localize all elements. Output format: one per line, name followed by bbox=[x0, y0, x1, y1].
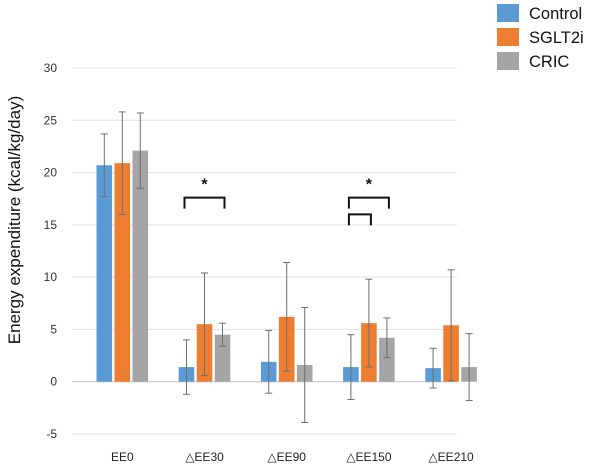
y-axis-label: Energy expenditure (kcal/kg/day) bbox=[5, 96, 24, 345]
x-category-labels: EE0 △EE30 △EE90 △EE150 △EE210 bbox=[111, 450, 474, 464]
bars bbox=[96, 150, 477, 382]
legend-swatch-control bbox=[497, 4, 519, 22]
x-category-label: △EE30 bbox=[185, 450, 224, 464]
y-tick-label: 25 bbox=[44, 113, 58, 127]
bar-cric bbox=[132, 150, 149, 382]
legend-swatch-cric bbox=[497, 52, 519, 70]
y-tick-label: 0 bbox=[50, 375, 57, 389]
significance-bracket bbox=[347, 213, 372, 226]
x-category-label: △EE150 bbox=[346, 450, 392, 464]
bar-cric bbox=[214, 334, 231, 382]
significance-star: * bbox=[201, 177, 208, 194]
legend-label-control: Control bbox=[529, 5, 582, 23]
significance-brackets: * * bbox=[183, 177, 390, 226]
bar-control bbox=[96, 165, 113, 382]
bar-sglt2i bbox=[114, 163, 131, 382]
legend-swatch-sglt2i bbox=[497, 28, 519, 46]
legend-label-cric: CRIC bbox=[529, 53, 569, 71]
error-bars bbox=[100, 111, 473, 423]
significance-bracket bbox=[347, 196, 390, 209]
y-tick-labels: -5 0 5 10 15 20 25 30 bbox=[44, 61, 58, 441]
x-category-label: EE0 bbox=[111, 450, 134, 464]
y-tick-label: 10 bbox=[44, 270, 58, 284]
legend-label-sglt2i: SGLT2i bbox=[529, 29, 584, 47]
legend: Control SGLT2i CRIC bbox=[497, 4, 584, 71]
y-tick-label: -5 bbox=[46, 427, 57, 441]
y-tick-label: 5 bbox=[50, 322, 57, 336]
significance-star: * bbox=[366, 177, 373, 194]
y-tick-label: 20 bbox=[44, 166, 58, 180]
significance-bracket bbox=[183, 196, 226, 209]
x-category-label: △EE90 bbox=[267, 450, 306, 464]
bar-cric bbox=[379, 337, 395, 382]
x-category-label: △EE210 bbox=[428, 450, 474, 464]
y-tick-label: 15 bbox=[44, 218, 58, 232]
y-tick-label: 30 bbox=[44, 61, 58, 75]
